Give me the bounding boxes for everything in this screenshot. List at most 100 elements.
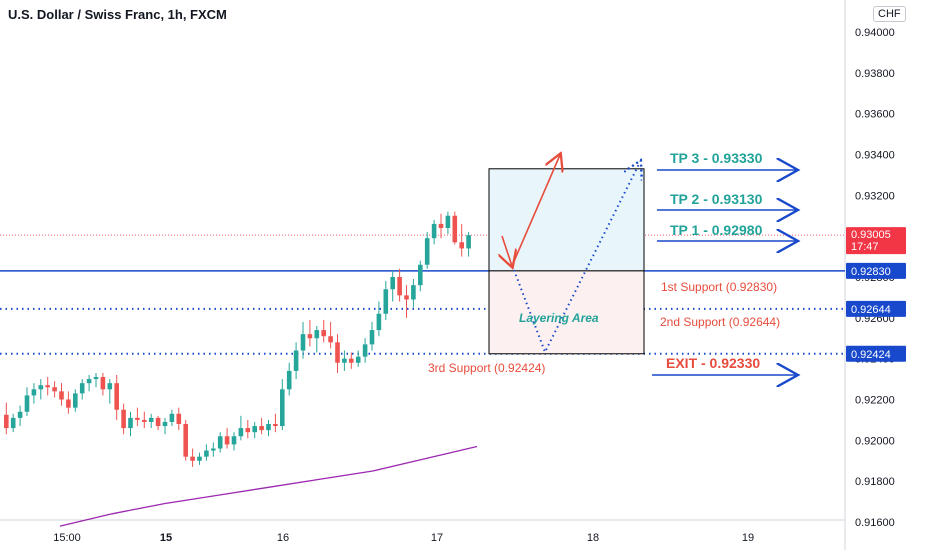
candle — [459, 223, 464, 257]
candle-body — [445, 215, 451, 228]
candle-body — [293, 350, 299, 371]
moving-average — [59, 445, 478, 527]
candle-body — [238, 428, 244, 437]
candle-body — [121, 409, 126, 429]
candle-body — [369, 330, 375, 345]
candle-body — [197, 456, 202, 461]
candle — [252, 421, 257, 439]
candle — [24, 387, 30, 416]
layering-area-label: Layering Area — [519, 311, 599, 325]
candle — [66, 391, 71, 414]
candle-body — [31, 389, 37, 396]
candle-body — [418, 264, 423, 286]
candle-body — [335, 342, 340, 363]
x-tick-label: 15 — [160, 532, 172, 544]
profit-zone-box — [488, 168, 645, 272]
candle — [383, 281, 389, 320]
candle-body — [79, 383, 85, 394]
candles — [4, 211, 471, 467]
candle — [148, 413, 154, 429]
candle — [197, 452, 202, 465]
candle — [445, 211, 451, 235]
candle-body — [38, 385, 44, 390]
tp1-label: TP 1 - 0.92980 — [670, 222, 763, 238]
candle-body — [73, 393, 78, 408]
candle-body — [100, 377, 106, 390]
annotations: TP 3 - 0.93330 TP 2 - 0.93130 TP 1 - 0.929… — [428, 150, 798, 375]
candle-body — [266, 424, 271, 431]
candle-body — [342, 358, 347, 363]
x-tick-label: 16 — [277, 532, 289, 544]
x-tick-label: 15:00 — [53, 532, 81, 544]
candle-body — [245, 428, 251, 433]
candle-body — [286, 370, 292, 390]
y-tick-label: 0.92200 — [855, 395, 895, 407]
candle-body — [10, 417, 16, 429]
candle-body — [86, 379, 92, 384]
candle — [100, 372, 106, 396]
candle — [328, 321, 333, 349]
candle-body — [459, 242, 464, 249]
candle — [411, 279, 416, 308]
candle-body — [438, 223, 444, 228]
candle — [190, 448, 195, 467]
candle-body — [411, 285, 416, 300]
tp2-label: TP 2 - 0.93130 — [670, 191, 763, 207]
x-tick-label: 18 — [587, 532, 599, 544]
candle — [321, 319, 326, 343]
candle-body — [183, 424, 188, 457]
candle — [107, 379, 113, 404]
candle-body — [142, 419, 147, 422]
candle — [418, 260, 423, 292]
tp3-label: TP 3 - 0.93330 — [670, 150, 763, 166]
candle — [31, 383, 37, 404]
candle-body — [190, 456, 195, 461]
candle — [335, 334, 340, 373]
candle-body — [52, 387, 57, 392]
candle — [217, 432, 223, 453]
candle — [162, 417, 168, 435]
candle-body — [135, 417, 140, 420]
candle-body — [307, 334, 313, 339]
candle — [438, 213, 444, 239]
candle-body — [204, 450, 209, 457]
candle — [17, 405, 23, 427]
y-tick-label: 0.92000 — [855, 435, 895, 447]
moving-average-line — [59, 445, 478, 527]
candle — [404, 285, 409, 318]
level-price-badge — [846, 300, 906, 317]
current-price-value: 0.93005 — [851, 229, 891, 241]
axes: 0.94000 0.93800 0.93600 0.93400 0.93200 0.930… — [0, 0, 895, 550]
candle-body — [431, 223, 437, 239]
candle — [38, 379, 44, 400]
candle — [397, 268, 402, 302]
candle — [466, 232, 471, 257]
candle-body — [259, 426, 264, 431]
candle — [73, 389, 78, 412]
candle — [300, 321, 306, 359]
currency-button[interactable]: CHF — [873, 6, 906, 22]
candle-body — [176, 413, 182, 424]
candle-body — [155, 417, 161, 427]
candle — [79, 379, 85, 400]
y-tick-label: 0.94000 — [855, 27, 895, 39]
candle — [280, 379, 285, 431]
candle-body — [107, 383, 113, 390]
candle — [390, 270, 395, 302]
candle-body — [211, 448, 216, 451]
candle — [114, 375, 119, 420]
candle — [176, 407, 182, 431]
candle — [128, 411, 133, 437]
candle-body — [328, 336, 333, 343]
y-tick-label: 0.93400 — [855, 150, 895, 162]
support1-label: 1st Support (0.92830) — [661, 280, 777, 294]
candle — [52, 381, 57, 398]
candle-body — [404, 295, 409, 300]
y-tick-label: 0.93800 — [855, 68, 895, 80]
layering-boxes — [488, 168, 645, 355]
red-arrow-up — [511, 155, 560, 267]
candle — [204, 444, 209, 461]
